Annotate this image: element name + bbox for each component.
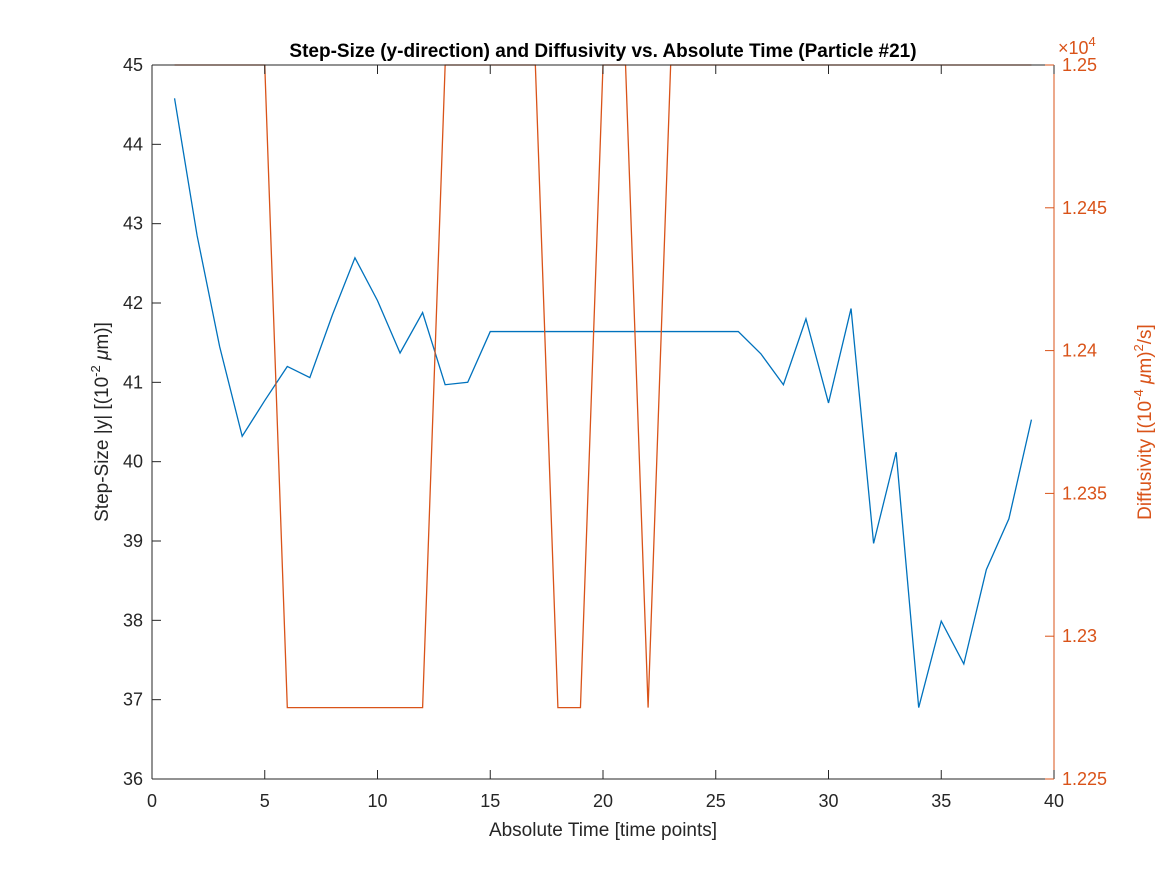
y-left-tick-label: 38 xyxy=(123,610,143,630)
x-tick-label: 15 xyxy=(480,791,500,811)
step-size-line xyxy=(173,98,1033,708)
y-left-tick-label: 41 xyxy=(123,372,143,392)
x-tick-label: 40 xyxy=(1044,791,1064,811)
x-axis-label: Absolute Time [time points] xyxy=(489,820,717,841)
y-right-tick-label: 1.25 xyxy=(1062,55,1097,75)
y-left-tick-label: 36 xyxy=(123,769,143,789)
x-tick-label: 0 xyxy=(147,791,157,811)
x-tick-label: 10 xyxy=(367,791,387,811)
y-left-tick-label: 42 xyxy=(123,293,143,313)
x-tick-label: 5 xyxy=(260,791,270,811)
y-right-tick-label: 1.23 xyxy=(1062,626,1097,646)
y-right-tick-label: 1.245 xyxy=(1062,198,1107,218)
y-left-tick-label: 43 xyxy=(123,214,143,234)
x-ticks: 0 5 10 15 20 25 30 35 40 xyxy=(147,65,1064,811)
y-right-tick-label: 1.24 xyxy=(1062,341,1097,361)
y-right-tick-label: 1.235 xyxy=(1062,483,1107,503)
chart-title: Step-Size (y-direction) and Diffusivity … xyxy=(289,41,916,62)
y-left-ticks: 36 37 38 39 40 41 42 43 44 45 xyxy=(123,55,161,789)
y-right-ticks: 1.225 1.23 1.235 1.24 1.245 1.25 xyxy=(1045,55,1107,789)
y-right-tick-label: 1.225 xyxy=(1062,769,1107,789)
y-axis-left-label: Step-Size |y| [(10-2 μm)] xyxy=(88,322,113,522)
right-axis-exponent: ×104 xyxy=(1058,34,1096,58)
x-tick-label: 30 xyxy=(818,791,838,811)
plot-area xyxy=(152,65,1054,779)
x-tick-label: 20 xyxy=(593,791,613,811)
x-tick-label: 25 xyxy=(706,791,726,811)
y-left-tick-label: 45 xyxy=(123,55,143,75)
y-left-tick-label: 44 xyxy=(123,134,143,154)
y-axis-right-label: Diffusivity [(10-4 μm)2/s] xyxy=(1131,324,1156,520)
y-left-tick-label: 40 xyxy=(123,452,143,472)
x-tick-label: 35 xyxy=(931,791,951,811)
y-left-tick-label: 39 xyxy=(123,531,143,551)
y-left-tick-label: 37 xyxy=(123,690,143,710)
